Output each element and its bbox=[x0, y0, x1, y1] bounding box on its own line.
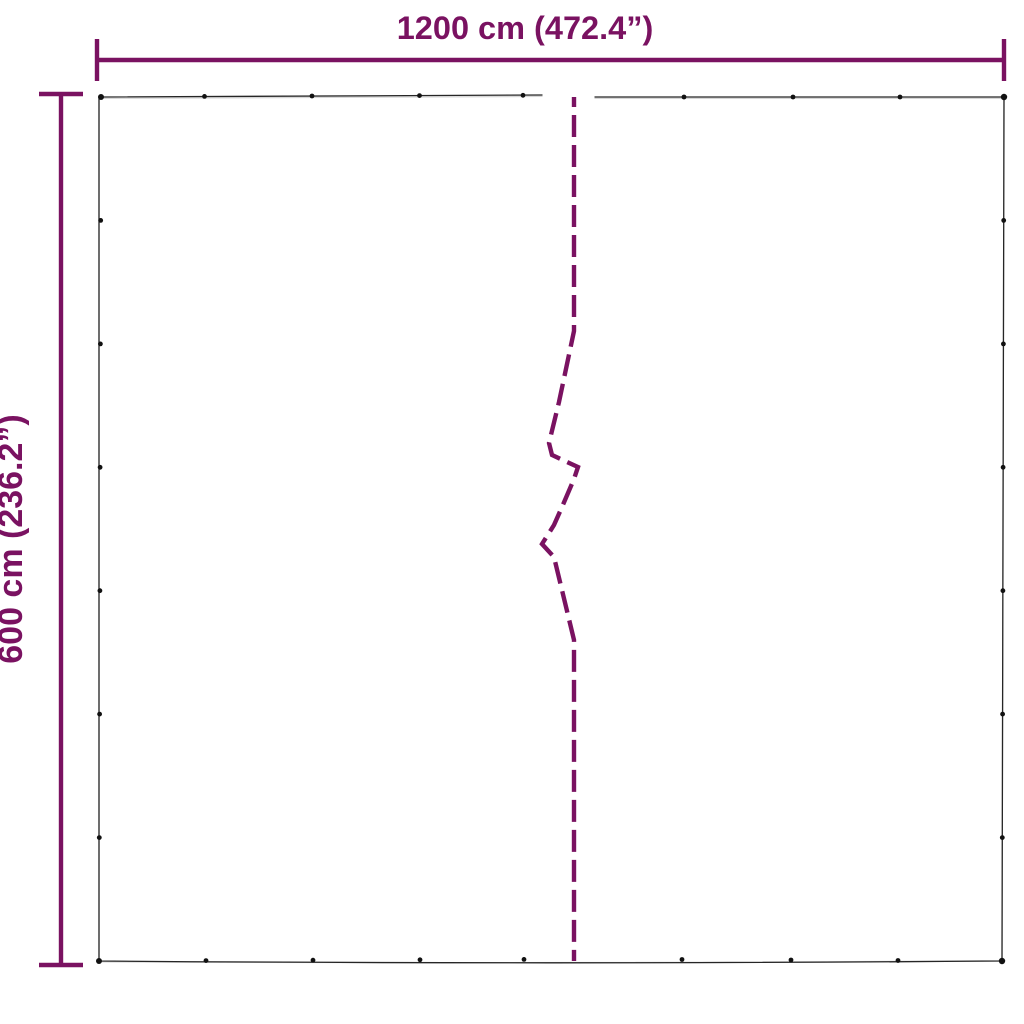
svg-text:1200 cm (472.4”): 1200 cm (472.4”) bbox=[397, 10, 654, 46]
svg-text:600 cm (236.2”): 600 cm (236.2”) bbox=[0, 414, 30, 664]
